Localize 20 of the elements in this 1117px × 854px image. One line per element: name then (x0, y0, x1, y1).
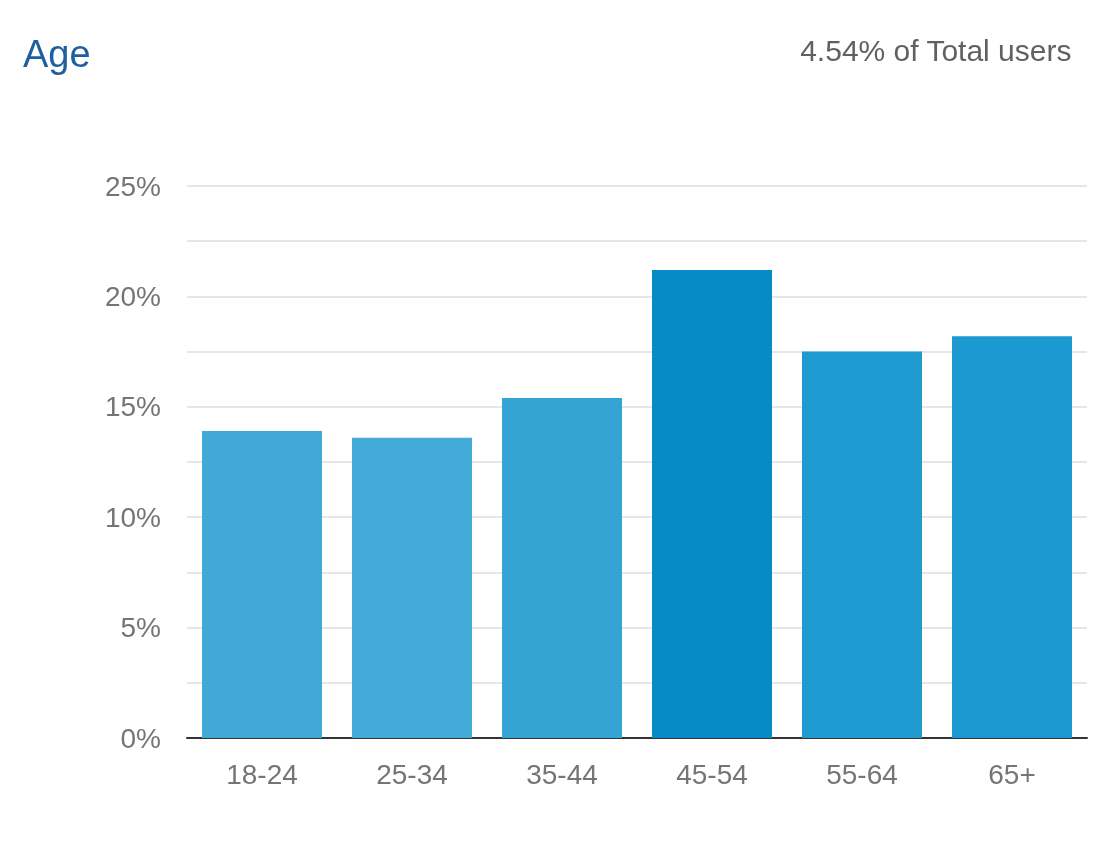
x-tick-label: 55-64 (826, 758, 898, 790)
x-tick-label: 18-24 (226, 758, 298, 790)
x-tick-label: 35-44 (526, 758, 598, 790)
x-tick-label: 25-34 (376, 758, 448, 790)
bar (352, 437, 472, 738)
y-tick-label: 5% (120, 612, 161, 644)
y-tick-label: 10% (104, 501, 161, 533)
y-tick-label: 15% (104, 391, 161, 423)
bar (202, 431, 322, 738)
chart-title: Age (23, 33, 91, 75)
y-tick-label: 20% (104, 280, 161, 312)
x-tick-label: 65+ (988, 758, 1036, 790)
bar (952, 336, 1072, 738)
x-tick-label: 45-54 (676, 758, 748, 790)
chart-subtitle: 4.54% of Total users (800, 33, 1072, 67)
bar (652, 269, 772, 738)
y-tick-label: 25% (104, 170, 161, 202)
y-tick-label: 0% (120, 722, 161, 754)
bar (502, 397, 622, 738)
bar (802, 351, 922, 738)
